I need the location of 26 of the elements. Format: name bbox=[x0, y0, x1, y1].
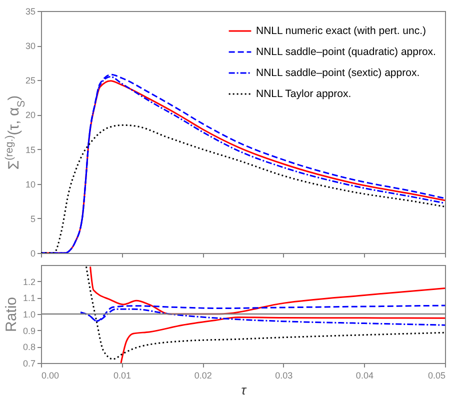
x-tick-label: 0.03 bbox=[275, 370, 293, 380]
x-tick-label: 0.00 bbox=[42, 370, 60, 380]
y-tick-label: 15 bbox=[25, 144, 36, 155]
legend-label: NNLL saddle–point (quadratic) approx. bbox=[256, 46, 436, 58]
y-tick-label: 0.9 bbox=[22, 326, 36, 336]
y-tick-label: 5 bbox=[30, 214, 36, 224]
y-tick-label: 30 bbox=[25, 41, 36, 52]
x-tick-label: 0.04 bbox=[356, 370, 374, 380]
y-tick-label: 1.0 bbox=[22, 310, 36, 320]
y-tick-label: 0.8 bbox=[22, 342, 36, 352]
y-tick-label: 25 bbox=[25, 76, 36, 86]
x-tick-label: 0.01 bbox=[114, 370, 132, 380]
y-tick-label: 0 bbox=[30, 248, 36, 258]
legend-label: NNLL saddle–point (sextic) approx. bbox=[256, 67, 420, 79]
x-axis-title: τ bbox=[241, 382, 248, 398]
y-tick-label: 20 bbox=[25, 110, 36, 120]
x-tick-label: 0.05 bbox=[428, 370, 446, 380]
legend-label: NNLL numeric exact (with pert. unc.) bbox=[256, 25, 426, 37]
y-tick-label: 35 bbox=[25, 6, 36, 16]
legend-label: NNLL Taylor approx. bbox=[256, 88, 352, 100]
y-tick-label: 1.1 bbox=[22, 293, 36, 304]
y-tick-label: 0.7 bbox=[22, 358, 36, 368]
x-tick-label: 0.02 bbox=[194, 370, 212, 380]
y-tick-label: 1.2 bbox=[22, 276, 36, 287]
y-tick-label: 10 bbox=[25, 179, 36, 190]
y-axis-title: Ratio bbox=[2, 296, 20, 332]
